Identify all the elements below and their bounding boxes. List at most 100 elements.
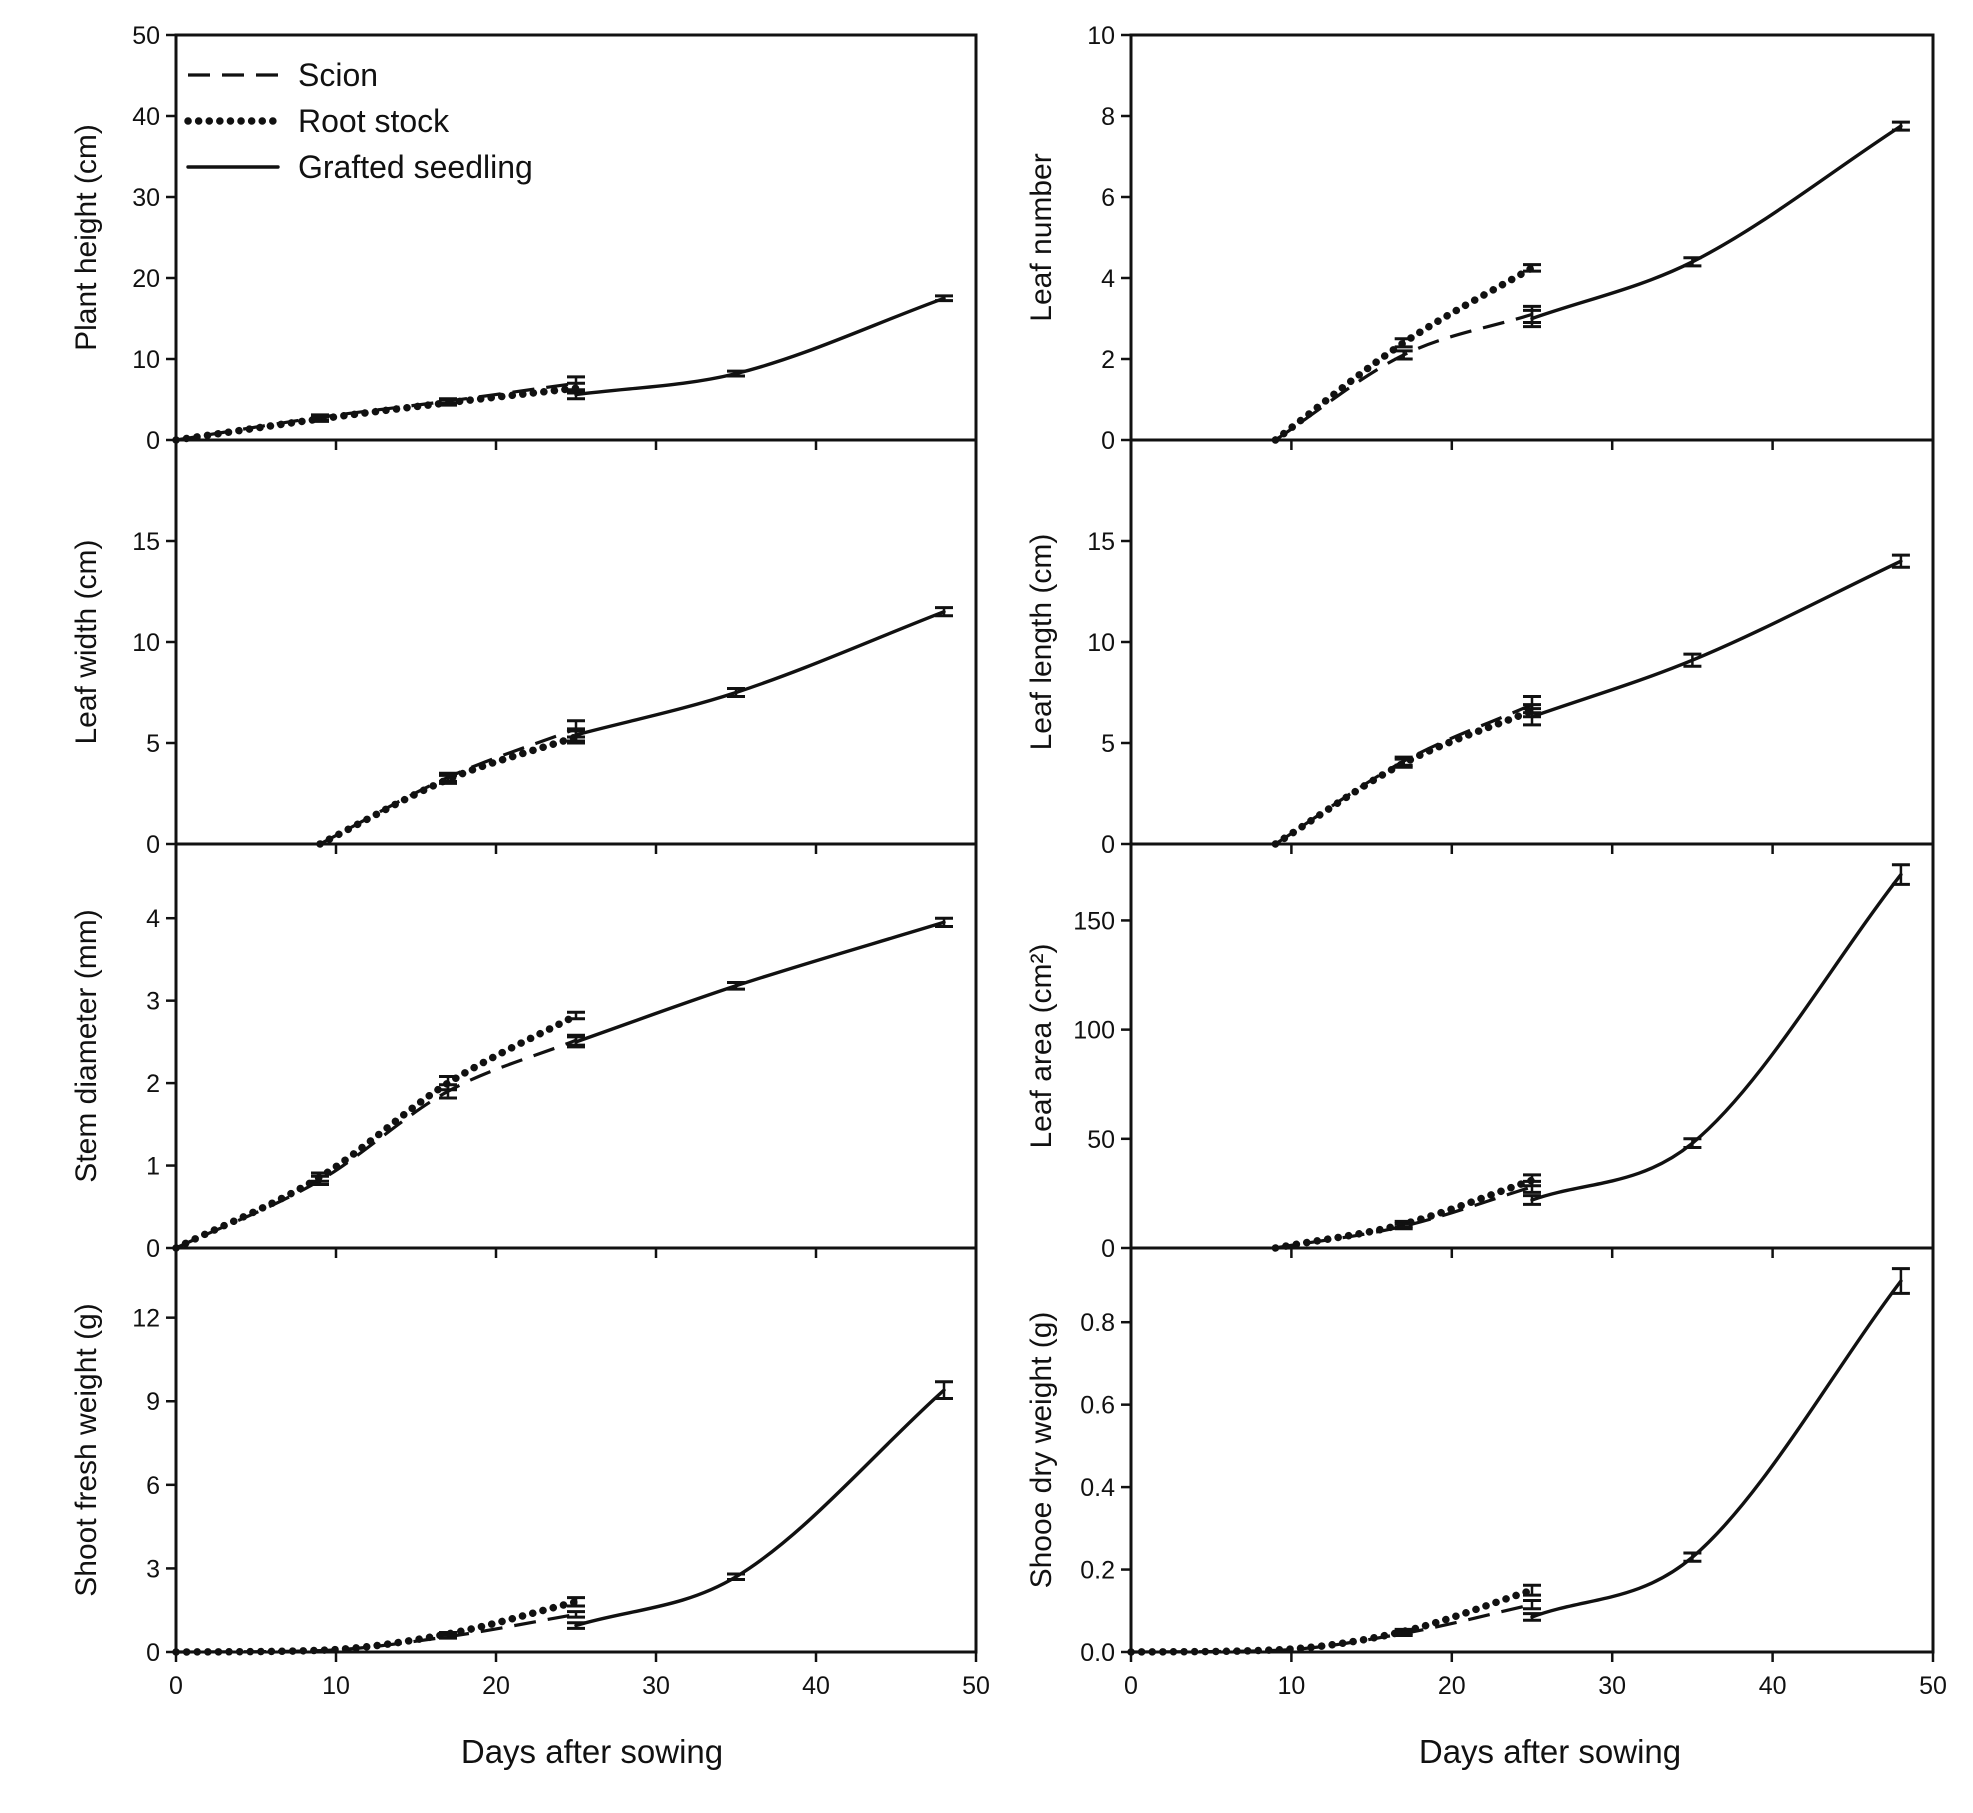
shoot-fresh-weight-x-tick-label: 0	[169, 1672, 183, 1700]
shoot-fresh-weight-x-tick-label: 40	[802, 1672, 830, 1700]
leaf-number-series-grafted-seedling	[1530, 124, 1903, 321]
x-axis-label-right: Days after sowing	[1419, 1733, 1681, 1770]
shoot-fresh-weight-x-tick-label: 10	[322, 1672, 350, 1700]
stem-diameter-error-bar	[727, 981, 745, 991]
plant-height-error-bar	[935, 294, 953, 303]
plant-height-y-tick-label: 10	[132, 346, 160, 374]
leaf-area-series-grafted-seedling	[1530, 872, 1903, 1202]
shoot-fresh-weight-error-bar	[567, 1596, 585, 1608]
legend-label-dashed: Scion	[298, 57, 378, 93]
shoot-dry-weight-series-scion	[1130, 1603, 1533, 1654]
shoot-dry-weight-series-grafted-seedling	[1530, 1279, 1903, 1619]
leaf-width-error-bar	[439, 773, 457, 785]
shoot-dry-weight-y-tick-label: 0.2	[1080, 1557, 1115, 1585]
shoot-dry-weight-error-bar	[1523, 1612, 1541, 1622]
shoot-fresh-weight-y-tick-label: 0	[146, 1639, 160, 1667]
leaf-area-series-root-stock	[1271, 1176, 1536, 1252]
shoot-dry-weight-error-bar	[1523, 1598, 1541, 1611]
shoot-fresh-weight-error-bar	[727, 1572, 745, 1582]
leaf-number-y-tick-label: 8	[1101, 103, 1115, 131]
panel-leaf-length: 0 5 10 15 Leaf length (cm)	[1025, 438, 1935, 859]
legend-label-dotted: Root stock	[298, 103, 450, 139]
shoot-dry-weight-error-bar	[1683, 1551, 1702, 1563]
stem-diameter-series-grafted-seedling	[574, 920, 946, 1044]
shoot-dry-weight-y-axis-label: Shooe dry weight (g)	[1025, 1312, 1058, 1589]
plant-height-error-bar	[439, 398, 457, 407]
shoot-dry-weight-error-bar	[1891, 1267, 1910, 1295]
plant-height-y-tick-label: 20	[132, 265, 160, 293]
leaf-area-error-bar	[1523, 1173, 1541, 1188]
leaf-width-y-axis-label: Leaf width (cm)	[70, 539, 103, 744]
shoot-fresh-weight-x-tick-label: 50	[962, 1672, 990, 1700]
leaf-length-plot-frame	[1129, 438, 1935, 846]
leaf-number-error-bar	[1891, 120, 1910, 132]
leaf-number-y-tick-label: 10	[1087, 22, 1115, 50]
shoot-dry-weight-y-tick-label: 0.0	[1080, 1639, 1115, 1667]
leaf-width-series-grafted-seedling	[574, 610, 946, 737]
shoot-dry-weight-y-tick-label: 0.4	[1080, 1474, 1115, 1502]
leaf-area-y-tick-label: 50	[1087, 1126, 1115, 1154]
leaf-number-y-tick-label: 2	[1101, 346, 1115, 374]
leaf-width-y-tick-label: 10	[132, 629, 160, 657]
stem-diameter-series-scion	[175, 1038, 577, 1250]
leaf-length-y-tick-label: 15	[1087, 528, 1115, 556]
leaf-number-error-bar	[1523, 308, 1541, 329]
leaf-width-y-tick-label: 15	[132, 528, 160, 556]
leaf-number-y-axis-label: Leaf number	[1025, 153, 1058, 321]
panel-stem-diameter: 0 1 2 3 4 Stem diameter (mm)	[70, 842, 978, 1263]
leaf-number-error-bar	[1394, 337, 1413, 349]
shoot-fresh-weight-y-tick-label: 12	[132, 1305, 160, 1333]
plant-height-y-tick-label: 30	[132, 184, 160, 212]
stem-diameter-series-root-stock	[172, 1011, 580, 1252]
plant-height-error-bar	[311, 415, 329, 423]
leaf-area-error-bar	[1683, 1137, 1702, 1150]
stem-diameter-error-bar	[439, 1075, 457, 1092]
stem-diameter-y-tick-label: 3	[146, 988, 160, 1016]
leaf-number-y-tick-label: 0	[1101, 427, 1115, 455]
leaf-number-error-bar	[1394, 349, 1413, 361]
leaf-area-error-bar	[1891, 863, 1910, 886]
shoot-fresh-weight-error-bar	[439, 1630, 457, 1637]
leaf-area-error-bar	[1523, 1194, 1541, 1206]
leaf-length-error-bar	[1523, 707, 1541, 727]
leaf-number-series-scion	[1274, 312, 1533, 442]
leaf-width-error-bar	[727, 686, 745, 699]
leaf-width-plot-frame	[174, 438, 978, 846]
leaf-length-y-tick-label: 10	[1087, 629, 1115, 657]
leaf-length-series-grafted-seedling	[1530, 559, 1903, 719]
shoot-dry-weight-series-root-stock	[1127, 1586, 1536, 1656]
shoot-fresh-weight-plot-frame	[174, 1246, 978, 1654]
shoot-fresh-weight-y-axis-label: Shoot fresh weight (g)	[70, 1303, 103, 1596]
shoot-fresh-weight-y-tick-label: 6	[146, 1472, 160, 1500]
panel-shoot-dry-weight: 0.0 0.2 0.4 0.6 0.8 0 10 20 30 40 50 Shooe dry weig…	[1025, 1246, 1947, 1700]
shoot-dry-weight-plot-frame	[1129, 1246, 1935, 1654]
plant-height-y-tick-label: 0	[146, 427, 160, 455]
plant-height-series-root-stock	[172, 384, 580, 444]
leaf-area-y-axis-label: Leaf area (cm²)	[1025, 943, 1058, 1148]
panel-shoot-fresh-weight: 0 3 6 9 12 0 10 20 30 40 50 Shoot fresh weight (g)	[70, 1246, 990, 1700]
stem-diameter-error-bar	[567, 1035, 585, 1049]
panel-plant-height: 0 10 20 30 40 50 Plant height (cm) Scion Root st…	[70, 22, 978, 455]
stem-diameter-error-bar	[935, 916, 953, 928]
leaf-area-y-tick-label: 100	[1073, 1017, 1115, 1045]
shoot-fresh-weight-x-tick-label: 20	[482, 1672, 510, 1700]
shoot-fresh-weight-series-scion	[175, 1612, 577, 1654]
leaf-number-plot-frame	[1129, 33, 1935, 442]
leaf-length-y-axis-label: Leaf length (cm)	[1025, 534, 1058, 751]
leaf-number-error-bar	[1683, 256, 1702, 268]
leaf-number-error-bar	[1523, 263, 1541, 273]
shoot-dry-weight-x-tick-label: 20	[1438, 1672, 1466, 1700]
shoot-dry-weight-error-bar	[1523, 1583, 1541, 1597]
shoot-dry-weight-y-tick-label: 0.8	[1080, 1309, 1115, 1337]
leaf-length-y-tick-label: 0	[1101, 831, 1115, 859]
leaf-length-y-tick-label: 5	[1101, 730, 1115, 758]
plant-height-y-axis-label: Plant height (cm)	[70, 124, 103, 351]
leaf-width-error-bar	[567, 727, 585, 743]
leaf-area-error-bar	[1394, 1219, 1413, 1229]
panel-leaf-width: 0 5 10 15 Leaf width (cm)	[70, 438, 978, 859]
shoot-dry-weight-x-tick-label: 30	[1598, 1672, 1626, 1700]
shoot-fresh-weight-x-tick-label: 30	[642, 1672, 670, 1700]
shoot-dry-weight-y-tick-label: 0.6	[1080, 1392, 1115, 1420]
shoot-dry-weight-x-tick-label: 50	[1919, 1672, 1947, 1700]
legend-label-solid: Grafted seedling	[298, 149, 533, 185]
